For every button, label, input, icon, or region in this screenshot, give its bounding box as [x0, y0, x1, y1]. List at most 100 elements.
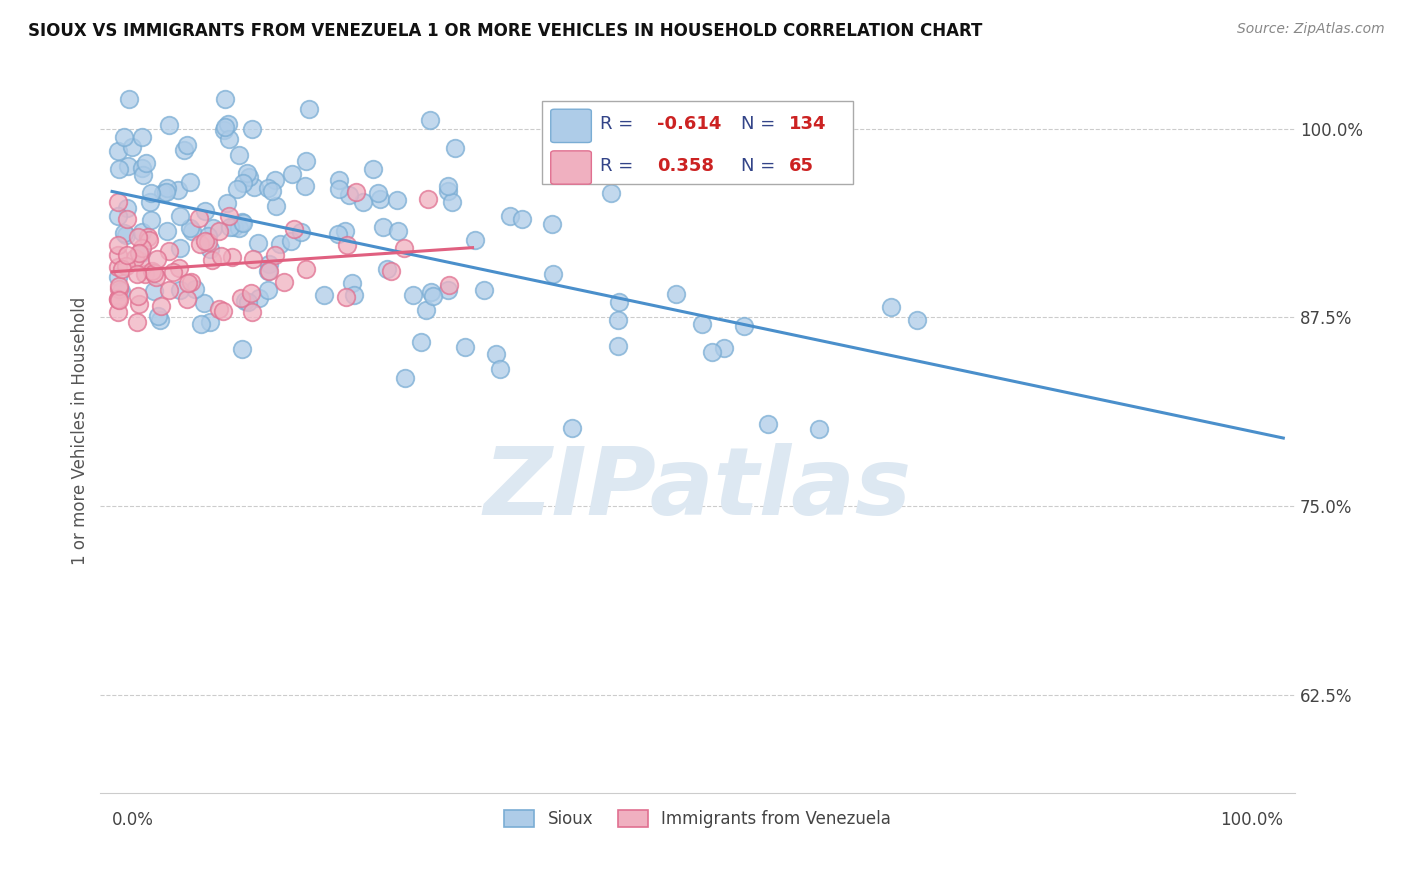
Point — [394, 370, 416, 384]
Point — [115, 202, 138, 216]
Point — [437, 278, 460, 293]
Point — [179, 220, 201, 235]
Point — [145, 252, 167, 266]
Point — [807, 422, 830, 436]
Point — [361, 162, 384, 177]
Point — [540, 217, 562, 231]
Text: 0.358: 0.358 — [657, 157, 714, 175]
Point — [117, 159, 139, 173]
Point — [214, 92, 236, 106]
Point — [336, 237, 359, 252]
Point — [128, 254, 150, 268]
Point — [690, 317, 713, 331]
Point — [418, 192, 440, 206]
Point — [489, 362, 512, 376]
Point — [107, 270, 129, 285]
Text: ZIPatlas: ZIPatlas — [484, 442, 911, 534]
Point — [232, 216, 254, 230]
Point — [402, 287, 425, 301]
Point — [110, 284, 132, 298]
Point — [367, 186, 389, 200]
Point — [333, 224, 356, 238]
Point — [141, 186, 163, 201]
Point — [208, 301, 231, 316]
Text: R =: R = — [600, 115, 638, 134]
Point — [314, 287, 336, 301]
Point — [107, 248, 129, 262]
Point — [295, 262, 318, 277]
Point — [242, 252, 264, 267]
Point — [217, 116, 239, 130]
Point — [193, 296, 215, 310]
Point — [326, 227, 349, 242]
Point — [344, 186, 367, 200]
Point — [257, 257, 280, 271]
Point — [149, 312, 172, 326]
Point — [169, 284, 191, 298]
Point — [134, 267, 156, 281]
Point — [209, 249, 232, 263]
Point — [733, 318, 755, 333]
Point — [159, 244, 181, 258]
Point — [409, 334, 432, 349]
Point — [328, 182, 350, 196]
Point — [444, 141, 467, 155]
Point — [127, 230, 149, 244]
Point — [112, 130, 135, 145]
Point — [328, 173, 350, 187]
Text: N =: N = — [741, 157, 786, 175]
Point — [236, 165, 259, 179]
Point — [177, 277, 200, 291]
Point — [167, 260, 190, 275]
Text: 65: 65 — [789, 157, 814, 175]
Point — [340, 276, 363, 290]
Point — [226, 182, 249, 196]
Point — [107, 209, 129, 223]
Point — [375, 261, 398, 276]
Point — [713, 342, 735, 356]
Point — [247, 291, 270, 305]
Point — [157, 118, 180, 132]
Point — [257, 181, 280, 195]
Point — [266, 199, 288, 213]
Point — [228, 148, 250, 162]
Point — [281, 167, 304, 181]
Point — [115, 248, 138, 262]
Text: 100.0%: 100.0% — [1220, 811, 1284, 829]
Point — [262, 184, 284, 198]
Text: Source: ZipAtlas.com: Source: ZipAtlas.com — [1237, 22, 1385, 37]
Point — [173, 143, 195, 157]
Point — [197, 229, 219, 244]
Point — [472, 283, 495, 297]
Point — [343, 287, 366, 301]
Point — [247, 235, 270, 250]
Point — [194, 234, 217, 248]
Point — [131, 241, 153, 255]
Point — [117, 212, 139, 227]
Point — [294, 179, 316, 194]
Point — [136, 229, 159, 244]
Point — [221, 250, 243, 264]
Point — [420, 285, 443, 299]
Point — [437, 283, 460, 297]
Point — [392, 241, 415, 255]
Point — [169, 209, 191, 223]
Point — [135, 156, 157, 170]
Point — [510, 211, 533, 226]
Point — [231, 215, 253, 229]
Point — [129, 245, 152, 260]
Point — [131, 226, 153, 240]
Point — [215, 195, 238, 210]
Point — [385, 193, 408, 207]
Point — [145, 269, 167, 284]
Point — [214, 120, 236, 135]
Point — [257, 283, 280, 297]
Point — [273, 275, 295, 289]
Text: R =: R = — [600, 157, 644, 175]
Text: 0.0%: 0.0% — [112, 811, 153, 829]
Point — [115, 228, 138, 243]
Point — [107, 293, 129, 307]
Point — [214, 123, 236, 137]
Point — [264, 173, 287, 187]
Point — [380, 264, 402, 278]
